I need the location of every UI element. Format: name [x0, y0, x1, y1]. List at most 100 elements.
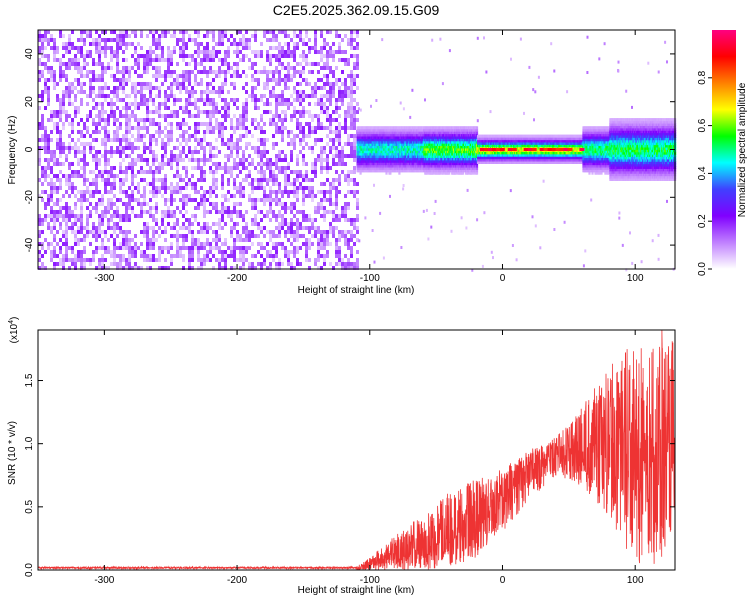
- heatmap-cell: [296, 178, 299, 182]
- heatmap-cell: [50, 154, 53, 158]
- heatmap-cell: [272, 134, 275, 138]
- heatmap-cell: [74, 114, 77, 118]
- heatmap-cell: [287, 254, 290, 258]
- heatmap-cell: [128, 154, 131, 158]
- heatmap-cell: [242, 266, 245, 270]
- heatmap-cell: [38, 178, 41, 182]
- heatmap-cell: [290, 182, 293, 186]
- heatmap-cell: [122, 90, 125, 94]
- heatmap-cell: [350, 150, 353, 154]
- heatmap-cell: [95, 266, 98, 270]
- heatmap-cell: [89, 210, 92, 214]
- heatmap-cell: [137, 118, 140, 122]
- heatmap-cell: [71, 90, 74, 94]
- heatmap-cell: [299, 170, 302, 174]
- heatmap-cell: [305, 258, 308, 262]
- heatmap-cell: [170, 86, 173, 90]
- heatmap-cell: [230, 42, 233, 46]
- heatmap-cell: [185, 238, 188, 242]
- heatmap-cell: [122, 182, 125, 186]
- heatmap-cell: [104, 50, 107, 54]
- heatmap-cell: [62, 218, 65, 222]
- heatmap-cell: [272, 94, 275, 98]
- heatmap-cell: [56, 210, 59, 214]
- heatmap-cell: [197, 250, 200, 254]
- heatmap-cell: [116, 134, 119, 138]
- heatmap-cell: [338, 50, 341, 54]
- heatmap-cell: [107, 134, 110, 138]
- heatmap-cell: [317, 70, 320, 74]
- heatmap-cell: [221, 250, 224, 254]
- heatmap-cell: [209, 122, 212, 126]
- heatmap-cell: [263, 154, 266, 158]
- heatmap-cell: [209, 50, 212, 54]
- heatmap-cell: [140, 210, 143, 214]
- heatmap-cell: [146, 202, 149, 206]
- heatmap-cell: [296, 118, 299, 122]
- heatmap-cell: [119, 146, 122, 150]
- heatmap-cell: [41, 198, 44, 202]
- heatmap-cell: [338, 94, 341, 98]
- heatmap-cells: [38, 30, 677, 272]
- heatmap-cell: [131, 166, 134, 170]
- heatmap-cell: [266, 210, 269, 214]
- heatmap-cell: [77, 66, 80, 70]
- heatmap-cell: [164, 34, 167, 38]
- heatmap-cell: [287, 66, 290, 70]
- heatmap-cell: [326, 58, 329, 62]
- heatmap-cell: [68, 246, 71, 250]
- heatmap-cell: [245, 238, 248, 242]
- heatmap-cell: [347, 246, 350, 250]
- heatmap-cell: [140, 214, 143, 218]
- heatmap-cell: [284, 230, 287, 234]
- heatmap-cell: [89, 142, 92, 146]
- heatmap-cell: [269, 186, 272, 190]
- heatmap-cell: [353, 114, 356, 118]
- heatmap-cell: [158, 258, 161, 262]
- heatmap-cell: [278, 30, 281, 34]
- heatmap-cell: [74, 234, 77, 238]
- heatmap-cell: [356, 62, 359, 66]
- heatmap-cell: [284, 54, 287, 58]
- heatmap-cell: [263, 34, 266, 38]
- heatmap-cell: [98, 246, 101, 250]
- heatmap-cell: [176, 126, 179, 130]
- heatmap-cell: [335, 78, 338, 82]
- heatmap-cell: [98, 90, 101, 94]
- heatmap-cell: [233, 114, 236, 118]
- heatmap-cell: [53, 246, 56, 250]
- heatmap-cell: [227, 102, 230, 106]
- heatmap-cell: [173, 70, 176, 74]
- heatmap-cell: [59, 210, 62, 214]
- heatmap-cell: [38, 58, 41, 62]
- heatmap-cell: [224, 50, 227, 54]
- heatmap-cell: [152, 194, 155, 198]
- heatmap-cell: [224, 126, 227, 130]
- heatmap-cell: [302, 174, 305, 178]
- heatmap-cell: [293, 142, 296, 146]
- heatmap-cell: [239, 134, 242, 138]
- heatmap-cell: [278, 98, 281, 102]
- heatmap-cell: [185, 218, 188, 222]
- heatmap-cell: [260, 114, 263, 118]
- heatmap-cell: [281, 130, 284, 134]
- heatmap-cell: [116, 266, 119, 270]
- heatmap-cell: [350, 86, 353, 90]
- heatmap-cell: [158, 186, 161, 190]
- heatmap-cell: [185, 70, 188, 74]
- heatmap-cell: [227, 138, 230, 142]
- heatmap-cell: [194, 214, 197, 218]
- heatmap-cell: [116, 146, 119, 150]
- heatmap-cell: [110, 226, 113, 230]
- heatmap-cell: [152, 30, 155, 34]
- heatmap-cell: [95, 126, 98, 130]
- heatmap-cell: [332, 74, 335, 78]
- heatmap-cell: [209, 190, 212, 194]
- heatmap-cell: [329, 126, 332, 130]
- heatmap-cell: [209, 202, 212, 206]
- heatmap-cell: [116, 38, 119, 42]
- heatmap-cell: [251, 98, 254, 102]
- heatmap-cell: [260, 50, 263, 54]
- heatmap-cell: [293, 34, 296, 38]
- heatmap-cell: [173, 146, 176, 150]
